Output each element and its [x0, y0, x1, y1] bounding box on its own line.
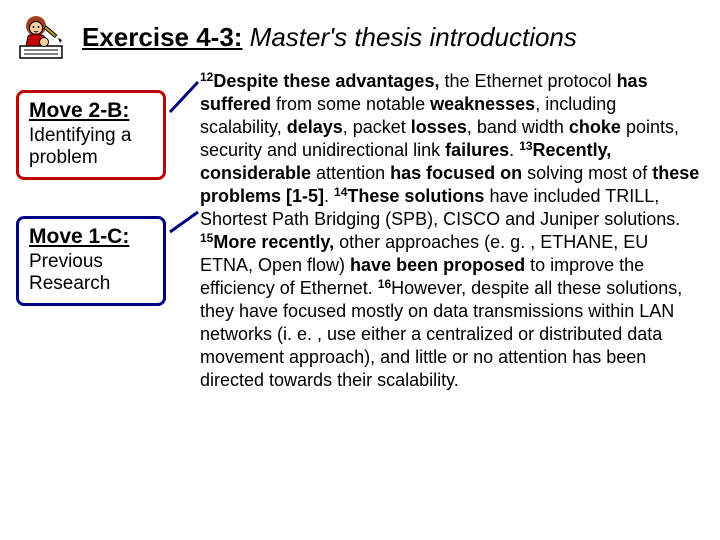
- text-run: , band width: [467, 117, 569, 137]
- move-2b: Move 2-B:Identifying a problem: [16, 90, 166, 180]
- text-run: solving most of: [522, 163, 652, 183]
- sentence-number: 12: [200, 70, 213, 84]
- move-2b-title: Move 2-B:: [29, 99, 153, 123]
- text-run: from some notable: [271, 94, 430, 114]
- sentence-number: 14: [334, 185, 347, 199]
- sentence-number: 16: [378, 277, 391, 291]
- text-run: More recently,: [213, 232, 334, 252]
- text-run: delays: [287, 117, 343, 137]
- sentence-number: 15: [200, 231, 213, 245]
- move-1c-connector: [168, 210, 200, 234]
- move-1c: Move 1-C:Previous Research: [16, 216, 166, 306]
- page-root: Exercise 4-3: Master's thesis introducti…: [0, 0, 720, 540]
- text-run: failures: [445, 140, 509, 160]
- text-run: has focused on: [390, 163, 522, 183]
- text-run: weaknesses: [430, 94, 535, 114]
- move-2b-sub: Identifying a problem: [29, 125, 153, 169]
- text-run: the Ethernet protocol: [439, 71, 616, 91]
- header: Exercise 4-3: Master's thesis introducti…: [0, 12, 720, 62]
- move-1c-sub: Previous Research: [29, 251, 153, 295]
- text-run: .: [324, 186, 334, 206]
- title-prefix: Exercise 4-3:: [82, 22, 242, 52]
- text-run: have been proposed: [350, 255, 525, 275]
- title-suffix: Master's thesis introductions: [242, 22, 576, 52]
- text-run: These solutions: [347, 186, 484, 206]
- move-2b-connector: [168, 80, 200, 114]
- body-paragraph: 12Despite these advantages, the Ethernet…: [200, 70, 702, 392]
- move-boxes: Move 2-B:Identifying a problem Move 1-C:P…: [16, 90, 166, 342]
- move-1c-title: Move 1-C:: [29, 225, 153, 249]
- text-run: Despite these advantages,: [213, 71, 439, 91]
- sentence-number: 13: [519, 139, 532, 153]
- text-run: attention: [311, 163, 390, 183]
- text-run: .: [509, 140, 519, 160]
- text-run: losses: [411, 117, 467, 137]
- text-run: choke: [569, 117, 621, 137]
- text-run: , packet: [343, 117, 411, 137]
- page-title: Exercise 4-3: Master's thesis introducti…: [82, 22, 577, 53]
- student-writing-icon: [14, 12, 72, 62]
